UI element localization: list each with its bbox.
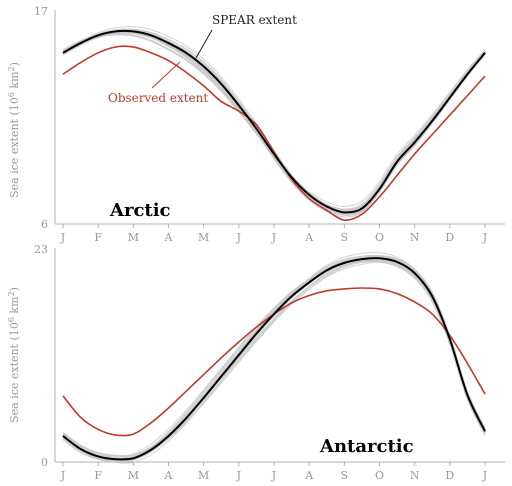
ensemble-member-line xyxy=(62,256,486,460)
ensemble-member-line xyxy=(62,260,486,462)
ensemble-member-line xyxy=(62,31,486,215)
ensemble-member-line xyxy=(62,29,486,217)
x-tick-label: M xyxy=(128,469,139,482)
x-tick-label: J xyxy=(236,231,241,244)
ensemble-member-line xyxy=(62,28,486,214)
ensemble-member-line xyxy=(62,34,486,210)
x-tick-label: D xyxy=(445,469,454,482)
x-tick-label: M xyxy=(128,231,139,244)
antarctic-y-axis-label: Sea ice extent (106 km2) xyxy=(7,287,21,423)
x-tick-label: J xyxy=(60,231,65,244)
ensemble-member-line xyxy=(62,259,486,459)
ensemble-member-line xyxy=(62,30,486,211)
x-tick-label: J xyxy=(271,469,276,482)
ensemble-member-line xyxy=(62,261,486,462)
ensemble-member-line xyxy=(62,259,486,460)
x-tick-label: S xyxy=(341,231,349,244)
x-tick-label: D xyxy=(445,231,454,244)
ensemble-member-line xyxy=(62,256,486,459)
ensemble-member-line xyxy=(62,34,486,210)
ensemble-member-line xyxy=(62,32,486,214)
x-tick-label: A xyxy=(304,469,314,482)
ensemble-member-line xyxy=(62,260,486,460)
x-tick-label: N xyxy=(410,469,420,482)
ensemble-member-line xyxy=(62,261,486,457)
ensemble-member-line xyxy=(62,32,486,215)
ensemble-member-line xyxy=(62,31,486,215)
antarctic-ymin-label: 0 xyxy=(41,456,48,469)
antarctic-ymax-label: 23 xyxy=(34,243,48,256)
ensemble-member-line xyxy=(62,256,486,460)
x-tick-label: N xyxy=(410,231,420,244)
arctic-ensemble-members xyxy=(62,26,486,218)
ensemble-member-line xyxy=(62,29,486,212)
spear-annotation-pointer xyxy=(195,29,213,59)
x-tick-label: S xyxy=(341,469,349,482)
ensemble-member-line xyxy=(62,29,486,212)
ensemble-member-line xyxy=(62,259,486,460)
ensemble-member-line xyxy=(62,258,486,457)
x-tick-label: M xyxy=(198,469,209,482)
antarctic-panel: J F M A M J J A S O N D J 23 0 Sea ice extent (106 k… xyxy=(7,243,505,482)
ensemble-member-line xyxy=(62,30,486,214)
ensemble-member-line xyxy=(62,260,486,462)
x-tick-label: J xyxy=(482,231,487,244)
antarctic-spear-mean-line xyxy=(62,257,486,461)
x-tick-label: A xyxy=(304,231,314,244)
antarctic-panel-title: Antarctic xyxy=(319,436,414,457)
x-tick-label: J xyxy=(482,469,487,482)
ensemble-member-line xyxy=(62,28,486,216)
ensemble-member-line xyxy=(62,33,486,211)
x-tick-label: O xyxy=(375,231,384,244)
x-tick-label: F xyxy=(94,231,102,244)
ensemble-member-line xyxy=(62,26,486,215)
ensemble-member-line xyxy=(62,28,486,216)
arctic-observed-line xyxy=(62,45,486,222)
arctic-panel-title: Arctic xyxy=(109,200,171,221)
x-tick-label: M xyxy=(198,231,209,244)
x-tick-label: A xyxy=(164,469,174,482)
arctic-ymin-label: 6 xyxy=(41,218,48,231)
x-tick-label: F xyxy=(94,469,102,482)
ensemble-member-line xyxy=(62,259,486,461)
observed-annotation: Observed extent xyxy=(108,91,208,105)
ensemble-member-line xyxy=(62,261,486,459)
arctic-panel: J F M A M J J A S O N D J 17 6 Sea ice extent (106 k… xyxy=(7,5,505,244)
arctic-ymax-label: 17 xyxy=(34,5,48,18)
x-tick-label: J xyxy=(60,469,65,482)
ensemble-member-line xyxy=(62,29,486,218)
observed-annotation-pointer xyxy=(151,61,181,89)
ensemble-member-line xyxy=(62,28,486,216)
arctic-y-axis-label: Sea ice extent (106 km2) xyxy=(7,62,21,198)
ensemble-member-line xyxy=(62,30,486,207)
spear-annotation: SPEAR extent xyxy=(212,13,297,27)
x-tick-label: A xyxy=(164,231,174,244)
x-tick-label: J xyxy=(271,231,276,244)
antarctic-ensemble-members xyxy=(62,252,486,464)
x-tick-label: O xyxy=(375,469,384,482)
ensemble-member-line xyxy=(62,30,486,216)
x-tick-label: J xyxy=(236,469,241,482)
arctic-spear-mean-line xyxy=(62,29,486,214)
